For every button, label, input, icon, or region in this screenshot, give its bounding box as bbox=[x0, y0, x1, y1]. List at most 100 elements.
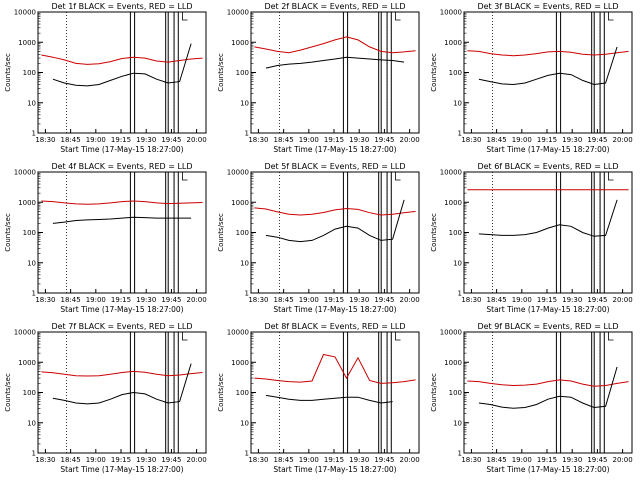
panel-1: Det 1f BLACK = Events, RED = LLD 1 10 100 10… bbox=[4, 2, 207, 154]
x-tick-label: 19:30 bbox=[349, 136, 369, 144]
panel-title: Det 3f BLACK = Events, RED = LLD bbox=[477, 2, 618, 11]
panel-title: Det 5f BLACK = Events, RED = LLD bbox=[264, 162, 405, 171]
x-tick-label: 19:45 bbox=[374, 136, 394, 144]
x-tick-label: 19:00 bbox=[86, 136, 106, 144]
bracket-mark bbox=[608, 12, 614, 21]
y-tick-label: 10 bbox=[27, 99, 36, 107]
x-tick-label: 18:30 bbox=[461, 296, 481, 304]
x-axis-label: Start Time (17-May-15 18:27:00) bbox=[60, 465, 183, 474]
y-tick-label: 1 bbox=[32, 130, 36, 138]
events-series-line bbox=[478, 46, 618, 86]
plot-frame bbox=[250, 171, 420, 294]
y-tick-label: 100 bbox=[449, 389, 462, 397]
x-tick-label: 20:00 bbox=[400, 296, 420, 304]
x-tick-label: 19:30 bbox=[136, 456, 156, 464]
x-tick-label: 20:00 bbox=[613, 296, 633, 304]
y-tick-label: 100 bbox=[236, 389, 249, 397]
y-tick-label: 1 bbox=[32, 450, 36, 458]
plot-frame bbox=[250, 11, 420, 134]
y-axis-label: Counts/sec bbox=[4, 53, 12, 92]
x-tick-label: 20:00 bbox=[613, 136, 633, 144]
events-series-line bbox=[52, 363, 192, 405]
x-tick-label: 19:00 bbox=[512, 136, 532, 144]
x-tick-label: 20:00 bbox=[400, 136, 420, 144]
x-tick-label: 18:45 bbox=[61, 136, 81, 144]
panel-title: Det 1f BLACK = Events, RED = LLD bbox=[51, 2, 192, 11]
x-tick-label: 18:30 bbox=[35, 296, 55, 304]
x-tick-label: 18:30 bbox=[35, 136, 55, 144]
x-tick-label: 18:45 bbox=[274, 136, 294, 144]
x-tick-label: 19:00 bbox=[299, 296, 319, 304]
x-tick-label: 19:15 bbox=[111, 456, 131, 464]
x-tick-label: 19:15 bbox=[324, 136, 344, 144]
panel-6: Det 6f BLACK = Events, RED = LLD 1 10 100 10… bbox=[430, 162, 633, 314]
x-tick-label: 19:30 bbox=[562, 296, 582, 304]
bracket-mark bbox=[608, 332, 614, 341]
x-tick-label: 19:00 bbox=[86, 296, 106, 304]
x-axis-label: Start Time (17-May-15 18:27:00) bbox=[60, 305, 183, 314]
x-axis-label: Start Time (17-May-15 18:27:00) bbox=[60, 145, 183, 154]
panel-title: Det 9f BLACK = Events, RED = LLD bbox=[477, 322, 618, 331]
y-tick-label: 10000 bbox=[14, 329, 36, 337]
x-tick-label: 19:45 bbox=[587, 456, 607, 464]
x-tick-label: 18:30 bbox=[248, 296, 268, 304]
panel-title: Det 2f BLACK = Events, RED = LLD bbox=[264, 2, 405, 11]
bracket-mark bbox=[395, 172, 401, 181]
y-axis-label: Counts/sec bbox=[430, 213, 438, 252]
y-tick-label: 1000 bbox=[444, 199, 462, 207]
x-tick-label: 18:45 bbox=[487, 296, 507, 304]
x-tick-label: 19:00 bbox=[512, 296, 532, 304]
y-tick-label: 1 bbox=[32, 290, 36, 298]
x-tick-label: 18:30 bbox=[248, 136, 268, 144]
y-tick-label: 10 bbox=[453, 99, 462, 107]
x-axis-label: Start Time (17-May-15 18:27:00) bbox=[486, 305, 609, 314]
plot-frame bbox=[463, 331, 633, 454]
x-tick-label: 19:30 bbox=[562, 456, 582, 464]
y-tick-label: 1000 bbox=[444, 359, 462, 367]
x-axis-label: Start Time (17-May-15 18:27:00) bbox=[486, 145, 609, 154]
y-axis-label: Counts/sec bbox=[217, 53, 225, 92]
y-tick-label: 100 bbox=[23, 229, 36, 237]
x-tick-label: 18:30 bbox=[35, 456, 55, 464]
lld-series-line bbox=[41, 200, 203, 205]
y-tick-label: 1000 bbox=[444, 39, 462, 47]
x-axis-label: Start Time (17-May-15 18:27:00) bbox=[273, 465, 396, 474]
bracket-mark bbox=[182, 332, 188, 341]
y-tick-label: 10000 bbox=[14, 9, 36, 17]
x-tick-label: 19:30 bbox=[562, 136, 582, 144]
bracket-mark bbox=[182, 12, 188, 21]
lld-series-line bbox=[254, 36, 416, 54]
y-tick-label: 1000 bbox=[231, 359, 249, 367]
y-axis-label: Counts/sec bbox=[217, 373, 225, 412]
plot-frame bbox=[463, 11, 633, 134]
panel-2: Det 2f BLACK = Events, RED = LLD 1 10 100 10… bbox=[217, 2, 420, 154]
x-tick-label: 19:30 bbox=[136, 296, 156, 304]
panel-3: Det 3f BLACK = Events, RED = LLD 1 10 100 10… bbox=[430, 2, 633, 154]
lld-series-line bbox=[41, 54, 203, 65]
x-tick-label: 19:15 bbox=[537, 456, 557, 464]
panel-5: Det 5f BLACK = Events, RED = LLD 1 10 100 10… bbox=[217, 162, 420, 314]
y-tick-label: 100 bbox=[236, 69, 249, 77]
y-tick-label: 10000 bbox=[14, 169, 36, 177]
x-tick-label: 18:30 bbox=[248, 456, 268, 464]
y-tick-label: 1 bbox=[245, 290, 249, 298]
lld-series-line bbox=[467, 50, 629, 57]
y-tick-label: 10 bbox=[240, 419, 249, 427]
y-tick-label: 1000 bbox=[18, 359, 36, 367]
x-tick-label: 18:45 bbox=[487, 136, 507, 144]
x-tick-label: 18:30 bbox=[461, 456, 481, 464]
x-tick-label: 18:45 bbox=[61, 296, 81, 304]
x-tick-label: 20:00 bbox=[187, 136, 207, 144]
bracket-mark bbox=[608, 172, 614, 181]
y-axis-label: Counts/sec bbox=[4, 373, 12, 412]
y-tick-label: 10 bbox=[27, 259, 36, 267]
y-tick-label: 10 bbox=[240, 259, 249, 267]
events-series-line bbox=[52, 216, 192, 224]
x-tick-label: 19:45 bbox=[374, 456, 394, 464]
x-tick-label: 19:45 bbox=[161, 296, 181, 304]
y-tick-label: 100 bbox=[449, 229, 462, 237]
x-tick-label: 19:45 bbox=[161, 136, 181, 144]
y-tick-label: 10 bbox=[240, 99, 249, 107]
events-series-line bbox=[478, 199, 618, 237]
y-axis-label: Counts/sec bbox=[430, 53, 438, 92]
